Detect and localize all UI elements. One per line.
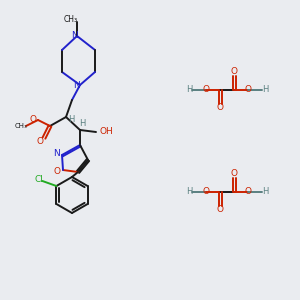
Text: N: N [70, 32, 77, 40]
Text: N: N [54, 148, 60, 158]
Text: CH₃: CH₃ [15, 123, 27, 129]
Text: O: O [217, 206, 224, 214]
Text: O: O [230, 169, 238, 178]
Text: O: O [230, 68, 238, 76]
Text: H: H [186, 85, 192, 94]
Text: O: O [202, 188, 209, 196]
Text: OH: OH [100, 128, 114, 136]
Text: O: O [217, 103, 224, 112]
Text: N: N [74, 80, 80, 89]
Text: O: O [202, 85, 209, 94]
Text: H: H [186, 188, 192, 196]
Text: H: H [79, 119, 85, 128]
Text: O: O [37, 136, 44, 146]
Text: H: H [262, 188, 268, 196]
Text: O: O [29, 116, 37, 124]
Text: H: H [68, 116, 74, 124]
Text: Cl: Cl [35, 175, 44, 184]
Text: CH₃: CH₃ [64, 14, 78, 23]
Text: O: O [244, 188, 251, 196]
Text: H: H [262, 85, 268, 94]
Text: O: O [53, 167, 61, 176]
Text: O: O [244, 85, 251, 94]
